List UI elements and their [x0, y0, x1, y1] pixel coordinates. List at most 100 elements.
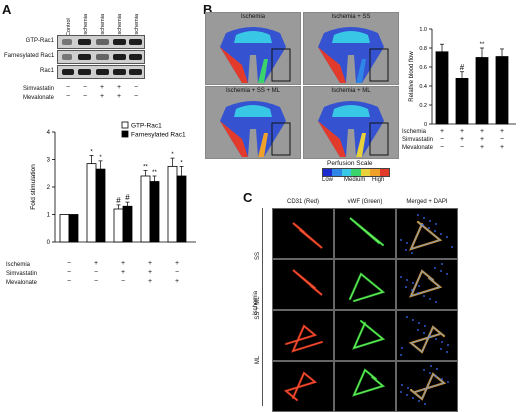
dapi-nucleus	[424, 403, 426, 405]
perfusion-image-label: Ischemia + SS	[331, 14, 371, 20]
significance-mark: *	[180, 160, 183, 166]
dapi-nucleus	[406, 279, 408, 281]
dapi-nucleus	[411, 252, 413, 254]
dapi-nucleus	[429, 372, 431, 374]
vessel-highlight	[353, 320, 384, 349]
dapi-nucleus	[418, 285, 420, 287]
treat-sign: −	[65, 93, 71, 100]
perfusion-image-label: Ischemia + SS + ML	[225, 88, 281, 94]
dapi-nucleus	[417, 292, 419, 294]
blot-rac1	[57, 65, 145, 79]
dapi-nucleus	[400, 276, 402, 278]
y-tick-label: 1	[47, 213, 51, 219]
bar	[113, 208, 124, 243]
row-sign: +	[120, 269, 126, 276]
dapi-nucleus	[440, 348, 442, 350]
row-sign: +	[147, 260, 153, 267]
dapi-nucleus	[417, 214, 419, 216]
panel-a-letter: A	[2, 2, 12, 17]
legend-swatch	[121, 121, 129, 129]
blot-label-rac1: Rac1	[39, 68, 54, 74]
blot-label-farnesylated-rac1: Farnesylated Rac1	[4, 53, 55, 59]
significance-mark: #	[125, 193, 130, 202]
vessel-highlight	[410, 373, 445, 400]
dapi-nucleus	[412, 282, 414, 284]
lane-label: Ischemia	[134, 13, 140, 36]
micrograph-signal	[283, 371, 318, 402]
perfusion-scale-low: Low	[322, 177, 334, 183]
vessel-highlight	[285, 325, 323, 352]
dapi-nucleus	[406, 394, 408, 396]
dapi-nucleus	[417, 329, 419, 331]
treat-sign: −	[133, 84, 139, 91]
row-sign: −	[439, 136, 445, 143]
perfusion-image-ischemia-ss: Ischemia + SS	[303, 12, 399, 85]
row-sign: +	[120, 260, 126, 267]
dapi-nucleus	[447, 381, 449, 383]
legend-label: Farnesylated Rac1	[131, 132, 186, 139]
dapi-nucleus	[411, 289, 413, 291]
dapi-nucleus	[429, 298, 431, 300]
dapi-nucleus	[423, 369, 425, 371]
legend-swatch	[121, 130, 129, 138]
micrograph-merged	[396, 259, 458, 310]
col-header-merged: Merged + DAPI	[406, 199, 448, 205]
dapi-nucleus	[435, 301, 437, 303]
chart-relative-blood-flow: 0 0.2 0.4 0.6 0.8 1.0 Relative blood flow # **	[409, 27, 516, 128]
dapi-nucleus	[412, 319, 414, 321]
dapi-nucleus	[405, 286, 407, 288]
treat-sign: −	[65, 84, 71, 91]
row-sign: +	[147, 269, 153, 276]
row-label-ml: ML	[255, 355, 261, 365]
bar	[495, 56, 509, 125]
significance-mark: *	[171, 152, 174, 158]
dapi-nucleus	[429, 335, 431, 337]
row-sign: −	[174, 269, 180, 276]
row-label-mevalonate: Mevalonate	[402, 145, 434, 151]
perfusion-image-ischemia-ss-ml: Ischemia + SS + ML	[205, 86, 301, 159]
row-sign: +	[459, 128, 465, 135]
micrograph-signal	[400, 214, 453, 254]
row-sign: −	[93, 278, 99, 285]
perfusion-map	[318, 27, 389, 83]
micrograph-signal	[348, 272, 386, 303]
dapi-nucleus	[447, 344, 449, 346]
row-label-ss: SS	[255, 252, 261, 261]
dapi-nucleus	[422, 224, 424, 226]
micrograph-cd31	[272, 361, 334, 412]
micrograph-vwf	[334, 259, 396, 310]
row-sign: −	[66, 260, 72, 267]
dapi-nucleus	[400, 354, 402, 356]
lane-label: Control	[66, 18, 72, 36]
legend-label: GTP-Rac1	[131, 123, 162, 130]
vessel-highlight	[410, 270, 441, 297]
perfusion-scale-medium: Medium	[344, 177, 366, 183]
dapi-nucleus	[435, 375, 437, 377]
vessel-stain	[352, 319, 386, 350]
perfusion-scale-bar	[322, 168, 390, 177]
bar	[122, 205, 133, 243]
perfusion-scale-high: High	[372, 177, 385, 183]
bar	[86, 163, 97, 243]
significance-mark: **	[143, 165, 148, 171]
bar	[176, 175, 187, 243]
dapi-nucleus	[441, 341, 443, 343]
micrograph-cd31	[272, 259, 334, 310]
dapi-nucleus	[429, 220, 431, 222]
bar	[68, 214, 79, 243]
dapi-nucleus	[436, 368, 438, 370]
micrograph-cd31	[272, 208, 334, 259]
lane-label: Ischemia	[100, 13, 106, 36]
row-sign: +	[174, 260, 180, 267]
dapi-nucleus	[400, 391, 402, 393]
perfusion-image-label: Ischemia	[240, 14, 265, 20]
treat-label-mevalonate: Mevalonate	[22, 95, 54, 101]
lane-label: Ischemia	[83, 13, 89, 36]
group-bracket	[262, 208, 263, 406]
treat-sign: −	[133, 93, 139, 100]
treat-sign: +	[99, 84, 105, 91]
dapi-nucleus	[401, 384, 403, 386]
y-tick-label: 0	[424, 122, 427, 128]
panel-b-letter: B	[203, 2, 213, 17]
